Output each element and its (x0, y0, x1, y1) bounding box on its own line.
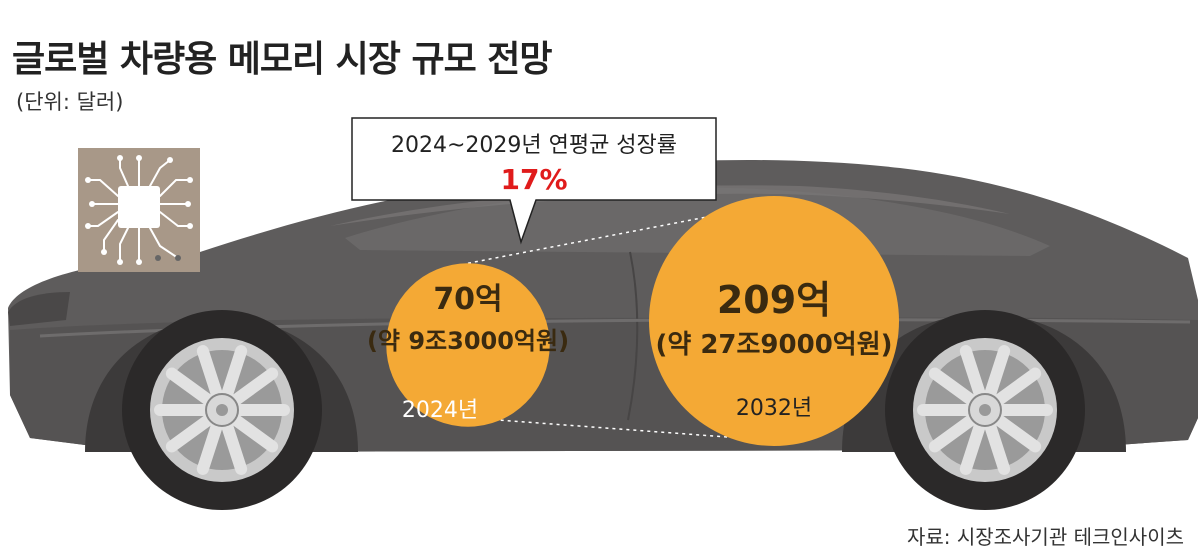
bubble-value-label: 70억 (433, 282, 502, 317)
bubble-mark (649, 196, 899, 446)
bubble-mark (386, 263, 550, 427)
unit-label: (단위: 달러) (16, 90, 124, 114)
front-wheel (885, 310, 1085, 510)
wheels (122, 310, 1085, 510)
bubble-year-label: 2024년 (402, 398, 478, 423)
bubble-0: 70억 (약 9조3000억원) 2024년 (367, 263, 569, 427)
cagr-callout: 2024~2029년 연평균 성장률 17% (351, 117, 717, 245)
bubble-krw-label: (약 9조3000억원) (367, 327, 569, 355)
bubble-1: 209억 (약 27조9000억원) 2032년 (649, 196, 899, 446)
bubble-series: 70억 (약 9조3000억원) 2024년 209억 (약 27조9000억원) 203… (367, 196, 899, 446)
page-title: 글로벌 차량용 메모리 시장 규모 전망 (12, 39, 552, 80)
car-rear-light (8, 292, 70, 326)
car-roof-highlight (330, 185, 1010, 226)
callout-value: 17% (500, 163, 567, 196)
connector-line-bottom (500, 419, 731, 438)
connector-line-top (467, 216, 706, 264)
bubble-year-label: 2032년 (736, 396, 812, 421)
bubble-value-label: 209억 (717, 278, 831, 322)
callout-label: 2024~2029년 연평균 성장률 (391, 133, 677, 158)
rear-wheel (122, 310, 322, 510)
bubble-krw-label: (약 27조9000억원) (655, 330, 892, 360)
source-note: 자료: 시장조사기관 테크인사이츠 (906, 525, 1184, 549)
car-door-line (627, 251, 639, 421)
memory-chip-icon (78, 148, 200, 272)
callout-box (351, 117, 717, 245)
